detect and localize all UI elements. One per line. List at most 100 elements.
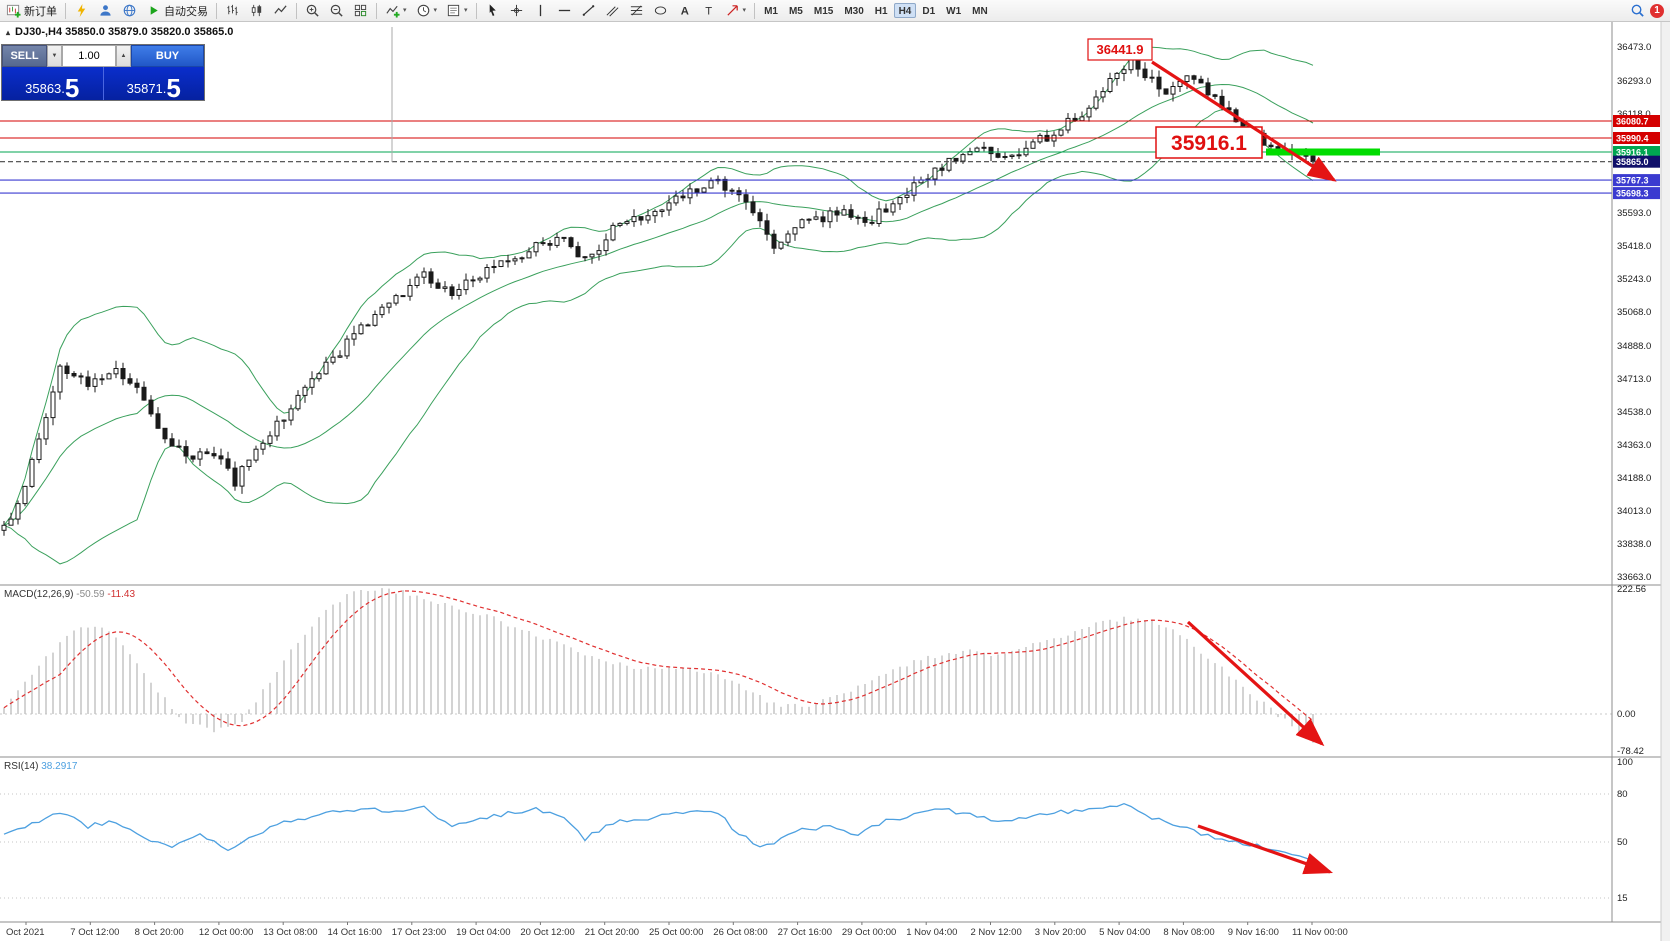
annotations-layer[interactable]: 36441.9 35916.1 xyxy=(391,27,1337,875)
time-tick-label: 8 Nov 08:00 xyxy=(1163,927,1214,938)
zoom-out-button[interactable] xyxy=(325,1,348,20)
cursor-icon xyxy=(489,4,496,16)
peak-price-label-box xyxy=(1087,38,1153,61)
buy-price-panel[interactable]: 35871. 5 xyxy=(102,67,204,101)
vertical-line-tool-button[interactable] xyxy=(529,1,552,20)
label-tool-button[interactable]: T xyxy=(697,1,720,20)
trend-arrow-rsi xyxy=(1197,824,1334,875)
templates-button[interactable]: ▾ xyxy=(442,1,472,20)
macd-axis-label: -78.42 xyxy=(1617,746,1644,757)
price-level-tag xyxy=(1613,115,1660,127)
fibonacci-tool-button[interactable] xyxy=(625,1,648,20)
bar-chart-icon xyxy=(227,4,238,16)
community-button[interactable] xyxy=(94,1,117,20)
time-tick-label: 14 Oct 16:00 xyxy=(328,927,382,938)
channel-tool-button[interactable] xyxy=(601,1,624,20)
svg-text:35767.3: 35767.3 xyxy=(1616,176,1649,186)
scrollbar-strip[interactable] xyxy=(1661,22,1670,941)
price-tick-label: 34363.0 xyxy=(1617,440,1651,451)
horizontal-line-tool-button[interactable] xyxy=(553,1,576,20)
zoom-in-icon xyxy=(306,4,319,17)
sell-price-panel[interactable]: 35863. 5 xyxy=(2,67,103,101)
price-axis-hit-area[interactable] xyxy=(1613,22,1661,922)
timeframe-m1-button[interactable]: M1 xyxy=(759,3,783,18)
zoom-in-button[interactable] xyxy=(301,1,324,20)
rsi-axis-label: 100 xyxy=(1617,757,1633,768)
notification-badge[interactable]: 1 xyxy=(1650,3,1664,18)
market-button[interactable] xyxy=(118,1,141,20)
cursor-tool-button[interactable] xyxy=(481,1,504,20)
horizontal-line-icon xyxy=(558,9,570,12)
peak-price-label: 36441.9 xyxy=(1097,42,1144,57)
price-level-tag xyxy=(1613,146,1660,158)
time-tick-label: 2 Nov 12:00 xyxy=(971,927,1022,938)
lightning-icon xyxy=(77,3,86,18)
timeframe-h1-button[interactable]: H1 xyxy=(870,3,893,18)
toolbar-separator xyxy=(754,2,756,19)
buy-button[interactable]: BUY xyxy=(131,45,204,67)
dropdown-caret-icon: ▾ xyxy=(464,7,468,14)
trade-controls-row: SELL ▼ ▲ BUY xyxy=(2,45,204,67)
timeframe-m15-button[interactable]: M15 xyxy=(809,3,838,18)
sell-button[interactable]: SELL xyxy=(2,45,47,67)
crosshair-tool-button[interactable] xyxy=(505,1,528,20)
price-level-tag xyxy=(1613,174,1660,187)
arrow-tool-icon xyxy=(726,5,738,16)
time-axis[interactable]: Oct 2021 7 Oct 12:00 8 Oct 20:00 12 Oct 00:… xyxy=(6,922,1348,938)
line-chart-mode-button[interactable] xyxy=(269,1,292,20)
price-tick-label: 33838.0 xyxy=(1617,539,1651,550)
dropdown-caret-icon: ▾ xyxy=(433,7,438,14)
template-icon xyxy=(447,4,460,17)
shapes-tool-button[interactable] xyxy=(649,1,672,20)
clock-icon xyxy=(417,4,429,17)
person-icon xyxy=(100,5,111,16)
bar-chart-mode-button[interactable] xyxy=(221,1,244,20)
level-price-label-box xyxy=(1155,126,1263,159)
time-tick-label: 1 Nov 04:00 xyxy=(906,927,957,938)
tile-windows-icon xyxy=(354,4,367,17)
volume-input[interactable] xyxy=(62,45,116,67)
price-level-lines[interactable] xyxy=(0,120,1612,194)
search-button[interactable] xyxy=(1626,1,1649,20)
trendline-tool-button[interactable] xyxy=(577,1,600,20)
candlestick-mode-button[interactable] xyxy=(245,1,268,20)
svg-text:A: A xyxy=(680,5,688,17)
periods-button[interactable]: ▾ xyxy=(412,1,442,20)
text-tool-button[interactable]: A xyxy=(673,1,696,20)
vertical-line-icon xyxy=(539,4,541,17)
chart-canvas[interactable]: MACD(12,26,9) -50.59 -11.43 222.56 0.00 -78… xyxy=(0,22,1670,941)
timeframe-w1-button[interactable]: W1 xyxy=(941,3,966,18)
new-order-button[interactable]: 新订单 xyxy=(2,1,61,20)
chart-workspace: MACD(12,26,9) -50.59 -11.43 222.56 0.00 -78… xyxy=(0,22,1670,941)
price-tick-label: 36118.0 xyxy=(1617,109,1651,120)
macd-axis-label: 0.00 xyxy=(1617,709,1636,720)
timeframe-m30-button[interactable]: M30 xyxy=(839,3,868,18)
volume-decrease-button[interactable]: ▼ xyxy=(47,45,62,67)
auto-trading-button[interactable]: 自动交易 xyxy=(142,1,212,20)
price-tick-label: 35243.0 xyxy=(1617,274,1651,285)
time-tick-label: 21 Oct 20:00 xyxy=(585,927,639,938)
volume-increase-button[interactable]: ▲ xyxy=(116,45,131,67)
panel-separators xyxy=(0,22,1670,941)
buy-price-text: 35871. xyxy=(126,81,167,96)
timeframe-d1-button[interactable]: D1 xyxy=(917,3,940,18)
indicators-icon xyxy=(386,5,400,18)
timeframe-m5-button[interactable]: M5 xyxy=(784,3,808,18)
timeframe-h4-button[interactable]: H4 xyxy=(893,3,917,18)
text-tool-icon: A xyxy=(680,5,688,17)
alerts-button[interactable] xyxy=(70,1,93,20)
svg-text:35865.0: 35865.0 xyxy=(1616,157,1649,167)
search-icon xyxy=(1631,4,1644,17)
arrows-tool-button[interactable]: ▾ xyxy=(721,1,751,20)
indicators-button[interactable]: ▾ xyxy=(381,1,411,20)
tile-windows-button[interactable] xyxy=(349,1,372,20)
price-tick-label: 34188.0 xyxy=(1617,473,1651,484)
svg-text:T: T xyxy=(705,5,712,17)
bollinger-bands xyxy=(3,46,1314,565)
trendline-icon xyxy=(582,5,594,16)
sell-price-text: 35863. xyxy=(25,81,65,96)
timeframe-mn-button[interactable]: MN xyxy=(967,3,993,18)
globe-icon xyxy=(123,4,136,17)
time-tick-label: 29 Oct 00:00 xyxy=(842,927,896,938)
